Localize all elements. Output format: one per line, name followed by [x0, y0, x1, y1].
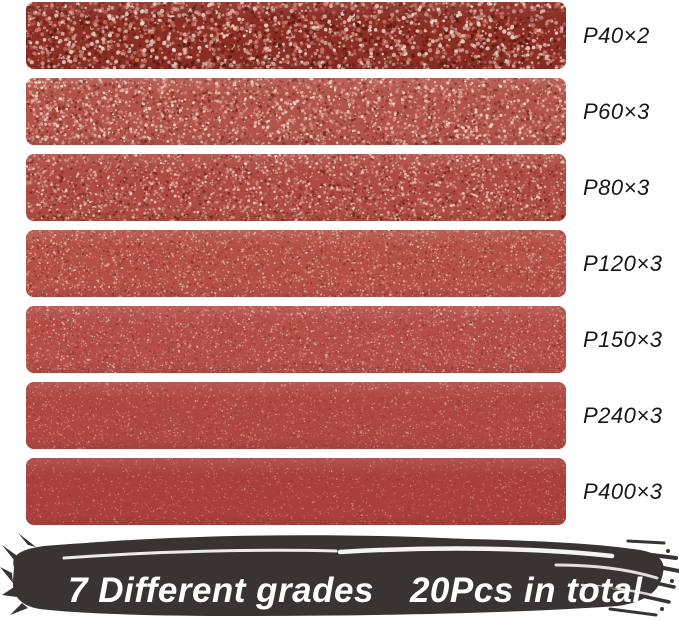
- bottom-banner: 7 Different grades 20Pcs in total: [0, 525, 679, 620]
- sandpaper-strip-p40: [26, 2, 566, 69]
- sandpaper-strip-p400: [26, 458, 566, 525]
- brush-main-body: [12, 537, 664, 616]
- sandpaper-texture-canvas: [26, 230, 566, 297]
- sandpaper-strips: P40×2 P60×3 P80×3 P120×3 P150×3 P240×3 P…: [0, 2, 679, 534]
- strip-row-p80: P80×3: [0, 154, 679, 221]
- strip-row-p40: P40×2: [0, 2, 679, 69]
- banner-caption: 7 Different grades 20Pcs in total: [68, 571, 643, 610]
- sandpaper-texture-canvas: [26, 458, 566, 525]
- strip-row-p400: P400×3: [0, 458, 679, 525]
- sandpaper-strip-p60: [26, 78, 566, 145]
- sandpaper-texture-canvas: [26, 154, 566, 221]
- brush-top-streak: [86, 535, 573, 551]
- banner-caption-total: 20Pcs in total: [409, 571, 643, 610]
- grit-label-p240: P240×3: [583, 402, 663, 428]
- strip-row-p60: P60×3: [0, 78, 679, 145]
- grit-label-p40: P40×2: [583, 22, 650, 48]
- grit-label-p60: P60×3: [583, 98, 650, 124]
- brush-stroke-graphic: [0, 533, 679, 617]
- sandpaper-strip-p80: [26, 154, 566, 221]
- sandpaper-texture-canvas: [26, 382, 566, 449]
- sandpaper-strip-p120: [26, 230, 566, 297]
- grit-label-p150: P150×3: [583, 326, 663, 352]
- sandpaper-texture-canvas: [26, 78, 566, 145]
- sandpaper-strip-p240: [26, 382, 566, 449]
- brush-right-bristles: [608, 539, 679, 617]
- sandpaper-strip-p150: [26, 306, 566, 373]
- sandpaper-texture-canvas: [26, 2, 566, 69]
- brush-left-spatter: [0, 533, 36, 615]
- grit-label-p80: P80×3: [583, 174, 650, 200]
- banner-caption-grades: 7 Different grades: [68, 571, 374, 610]
- grit-label-p120: P120×3: [583, 250, 663, 276]
- brush-white-slashes: [62, 546, 659, 598]
- strip-row-p150: P150×3: [0, 306, 679, 373]
- strip-row-p120: P120×3: [0, 230, 679, 297]
- grit-label-p400: P400×3: [583, 478, 663, 504]
- sandpaper-texture-canvas: [26, 306, 566, 373]
- strip-row-p240: P240×3: [0, 382, 679, 449]
